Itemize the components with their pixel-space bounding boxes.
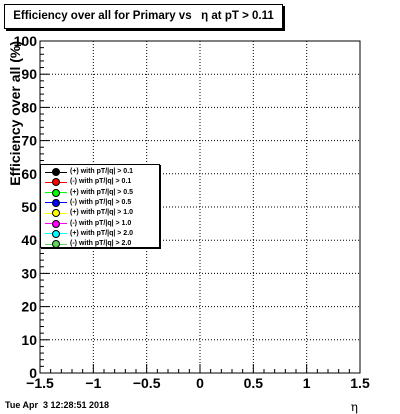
legend-marker-icon: [52, 198, 60, 207]
legend-entry: (-) with pT/|q| > 2.0: [41, 239, 159, 249]
y-tick-label: 50: [21, 199, 37, 215]
legend-entry: (+) with pT/|q| > 1.0: [41, 208, 159, 218]
legend-entry: (-) with pT/|q| > 0.5: [41, 198, 159, 208]
legend-label: (+) with pT/|q| > 0.1: [70, 168, 134, 175]
legend-entry: (-) with pT/|q| > 1.0: [41, 219, 159, 229]
legend: (+) with pT/|q| > 0.1 (-) with pT/|q| > 0…: [40, 164, 160, 249]
y-tick-label: 10: [21, 332, 37, 348]
legend-entry: (-) with pT/|q| > 0.1: [41, 177, 159, 187]
legend-entry: (+) with pT/|q| > 0.5: [41, 188, 159, 198]
timestamp: Tue Apr 3 12:28:51 2018: [5, 400, 110, 410]
y-tick-label: 80: [21, 99, 37, 115]
legend-label: (+) with pT/|q| > 1.0: [70, 209, 134, 217]
legend-label: (-) with pT/|q| > 0.5: [70, 198, 132, 206]
legend-entry: (+) with pT/|q| > 2.0: [41, 229, 159, 239]
legend-marker-icon: [52, 219, 60, 228]
legend-marker-icon: [52, 168, 60, 176]
x-tick-label: −1.5: [26, 375, 54, 391]
x-tick-label: 1.5: [350, 375, 370, 391]
y-axis-title: Efficiency over all (%): [7, 41, 23, 186]
y-tick-label: 70: [21, 133, 37, 149]
legend-marker-icon: [52, 240, 60, 249]
y-tick-label: 0: [29, 365, 37, 381]
x-tick-label: 0.5: [244, 375, 264, 391]
y-tick-label: 30: [21, 265, 37, 281]
chart-title-box: Efficiency over all for Primary vs η at …: [4, 4, 283, 29]
x-tick-label: 0: [196, 375, 204, 391]
chart-title: Efficiency over all for Primary vs η at …: [13, 10, 274, 22]
y-tick-label: 20: [21, 299, 37, 315]
legend-label: (+) with pT/|q| > 0.5: [70, 188, 134, 196]
y-tick-label: 100: [14, 33, 38, 49]
x-axis-title: η: [351, 400, 358, 414]
legend-marker-icon: [52, 229, 60, 238]
x-tick-label: −1: [85, 375, 101, 391]
y-tick-label: 60: [21, 166, 37, 182]
x-tick-label: −0.5: [133, 375, 161, 391]
legend-entry: (+) with pT/|q| > 0.1: [41, 167, 159, 177]
legend-marker-icon: [52, 209, 60, 218]
legend-label: (-) with pT/|q| > 1.0: [70, 219, 132, 227]
y-tick-label: 90: [21, 66, 37, 82]
legend-label: (-) with pT/|q| > 0.1: [70, 178, 132, 186]
legend-marker-icon: [52, 188, 60, 197]
legend-label: (+) with pT/|q| > 2.0: [70, 229, 134, 237]
y-tick-label: 40: [21, 232, 37, 248]
legend-label: (-) with pT/|q| > 2.0: [70, 240, 132, 248]
x-tick-label: 1: [303, 375, 311, 391]
legend-marker-icon: [52, 178, 60, 187]
